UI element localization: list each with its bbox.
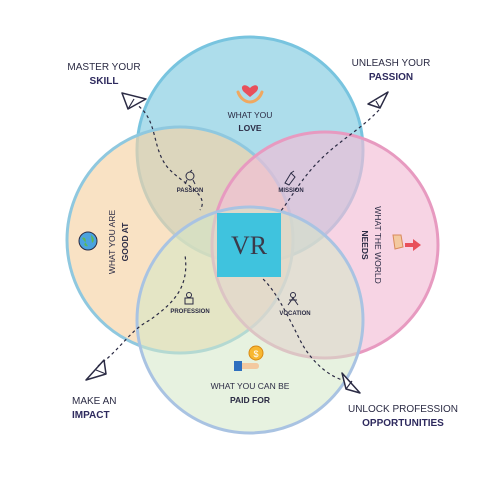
mission-label: MISSION xyxy=(278,188,303,194)
passion-label: PASSION xyxy=(177,188,204,194)
callout-skill-line2: SKILL xyxy=(90,76,119,87)
vocation-icon xyxy=(287,292,299,306)
callout-opportunities-line1: UNLOCK PROFESSION xyxy=(348,404,458,415)
center-logo: VR xyxy=(231,231,268,260)
hands-heart-icon xyxy=(236,85,264,104)
globe-icon xyxy=(78,231,98,251)
love-label-line1: WHAT YOU xyxy=(228,110,273,120)
good-at-label-line1: WHAT YOU ARE xyxy=(107,210,117,275)
profession-icon xyxy=(184,292,194,305)
paid-for-label-line1: WHAT YOU CAN BE xyxy=(211,381,290,391)
mission-icon xyxy=(284,170,296,186)
callout-impact-line2: IMPACT xyxy=(72,410,110,421)
dashed-path-opportunities xyxy=(261,277,353,383)
hand-pointing-icon xyxy=(392,234,421,251)
world-needs-label-line1: WHAT THE WORLD xyxy=(373,206,383,283)
world-needs-label-line2: NEEDS xyxy=(360,230,370,260)
paid-for-label-line2: PAID FOR xyxy=(230,395,270,405)
good-at-label-line2: GOOD AT xyxy=(120,222,130,262)
paper-plane-icon xyxy=(85,359,107,381)
center-logo-square xyxy=(217,213,281,277)
callout-opportunities-line2: OPPORTUNITIES xyxy=(362,418,444,429)
profession-label: PROFESSION xyxy=(170,309,209,315)
paper-plane-icon xyxy=(121,92,147,110)
dashed-path-passion xyxy=(279,109,380,213)
passion-icon xyxy=(184,169,196,185)
love-label-line2: LOVE xyxy=(238,123,261,133)
callout-impact-line1: MAKE AN xyxy=(72,396,116,407)
paper-plane-icon xyxy=(341,372,361,394)
circle-paid-for xyxy=(135,205,365,435)
svg-text:$: $ xyxy=(253,349,258,359)
dashed-path-impact xyxy=(97,254,187,367)
callout-passion-line1: UNLEASH YOUR xyxy=(352,58,431,69)
paper-plane-icon xyxy=(367,91,389,109)
callout-passion-line2: PASSION xyxy=(369,72,413,83)
callout-skill-line1: MASTER YOUR xyxy=(67,62,140,73)
vocation-label: VOCATION xyxy=(279,311,310,317)
hand-coin-icon: $ xyxy=(234,345,264,371)
